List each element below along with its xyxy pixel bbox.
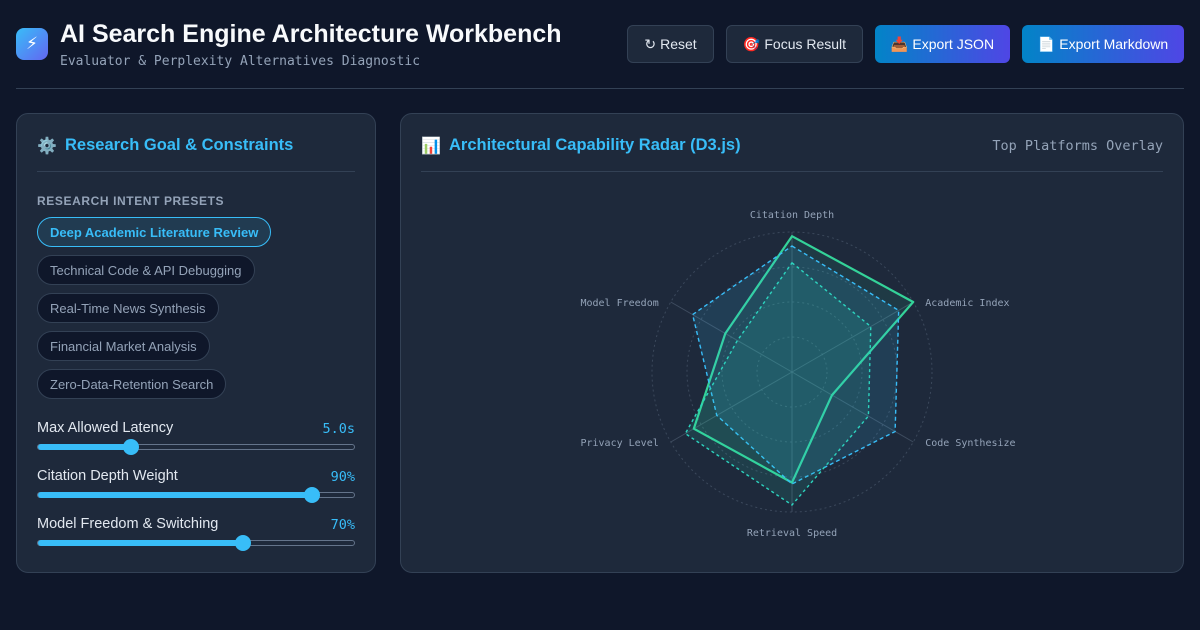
target-icon: 🎯 bbox=[742, 35, 761, 52]
radar-axis-label: Privacy Level bbox=[580, 438, 658, 449]
radar-axis-line bbox=[791, 301, 914, 373]
latency-slider-label: Max Allowed Latency bbox=[37, 420, 174, 436]
header-divider bbox=[16, 88, 1184, 89]
model-freedom-slider-value: 70% bbox=[330, 517, 355, 533]
radar-axis-label: Code Synthesize bbox=[925, 438, 1015, 449]
research-goal-panel: ⚙️ Research Goal & Constraints RESEARCH … bbox=[16, 113, 376, 573]
bar-chart-icon: 📊 bbox=[421, 138, 441, 155]
capability-radar-chart: Citation Depth Academic Index Code Synthes… bbox=[580, 210, 1015, 539]
app-title: AI Search Engine Architecture Workbench bbox=[60, 20, 562, 48]
preset-deep-academic[interactable]: Deep Academic Literature Review bbox=[37, 217, 272, 247]
radar-grid-ring-3 bbox=[686, 266, 898, 478]
latency-slider[interactable] bbox=[37, 439, 355, 455]
preset-label: Real-Time News Synthesis bbox=[50, 300, 206, 316]
app-header: ⚡ AI Search Engine Architecture Workbenc… bbox=[16, 16, 1184, 88]
panel-header: 📊 Architectural Capability Radar (D3.js)… bbox=[421, 114, 1163, 172]
download-icon: 📥 bbox=[890, 35, 909, 52]
latency-slider-value: 5.0s bbox=[322, 421, 355, 437]
reset-icon: ↻ bbox=[644, 35, 657, 52]
preset-label: Zero-Data-Retention Search bbox=[50, 376, 214, 392]
citation-weight-slider[interactable] bbox=[37, 487, 355, 503]
model-freedom-slider-label: Model Freedom & Switching bbox=[37, 516, 219, 532]
radar-axis-label: Citation Depth bbox=[750, 210, 834, 221]
radar-axis-label: Academic Index bbox=[925, 298, 1009, 309]
slider-thumb[interactable] bbox=[304, 487, 321, 503]
radar-series-1-polygon bbox=[692, 235, 915, 484]
radar-grid-ring-4 bbox=[651, 231, 933, 513]
radar-series-3-polygon bbox=[684, 262, 872, 506]
radar-axis-line bbox=[670, 301, 793, 373]
preset-financial-market[interactable]: Financial Market Analysis bbox=[37, 331, 210, 361]
radar-axis-line bbox=[791, 371, 914, 443]
export-json-button-label: Export JSON bbox=[912, 36, 995, 52]
radar-axis-line bbox=[670, 371, 793, 443]
slider-fill bbox=[38, 444, 132, 450]
preset-technical-code[interactable]: Technical Code & API Debugging bbox=[37, 255, 255, 285]
preset-label: Financial Market Analysis bbox=[50, 338, 197, 354]
radar-series-2-polygon bbox=[691, 245, 900, 485]
slider-thumb[interactable] bbox=[123, 439, 140, 455]
preset-label: Technical Code & API Debugging bbox=[50, 262, 242, 278]
citation-weight-slider-value: 90% bbox=[330, 469, 355, 485]
slider-fill bbox=[38, 540, 244, 546]
gear-icon: ⚙️ bbox=[37, 138, 57, 155]
radar-grid-ring-2 bbox=[721, 301, 863, 443]
radar-axis-label: Model Freedom bbox=[580, 298, 658, 309]
lightning-icon: ⚡ bbox=[16, 28, 48, 60]
focus-result-button-label: Focus Result bbox=[764, 36, 847, 52]
radar-axis-label: Retrieval Speed bbox=[747, 528, 837, 539]
slider-fill bbox=[38, 492, 313, 498]
model-freedom-slider[interactable] bbox=[37, 535, 355, 551]
panel-title: Research Goal & Constraints bbox=[65, 136, 294, 154]
panel-title: Architectural Capability Radar (D3.js) bbox=[449, 136, 741, 154]
citation-weight-slider-label: Citation Depth Weight bbox=[37, 468, 178, 484]
overlay-note: Top Platforms Overlay bbox=[992, 138, 1163, 154]
presets-section-label: RESEARCH INTENT PRESETS bbox=[37, 194, 225, 208]
focus-result-button[interactable]: 🎯 Focus Result bbox=[726, 25, 863, 63]
app-subtitle: Evaluator & Perplexity Alternatives Diag… bbox=[60, 54, 421, 69]
capability-radar-panel: 📊 Architectural Capability Radar (D3.js)… bbox=[400, 113, 1184, 573]
export-markdown-button-label: Export Markdown bbox=[1059, 36, 1169, 52]
export-markdown-button[interactable]: 📄 Export Markdown bbox=[1022, 25, 1184, 63]
preset-label: Deep Academic Literature Review bbox=[50, 224, 259, 240]
document-icon: 📄 bbox=[1037, 35, 1056, 52]
slider-thumb[interactable] bbox=[235, 535, 252, 551]
export-json-button[interactable]: 📥 Export JSON bbox=[875, 25, 1010, 63]
reset-button[interactable]: ↻ Reset bbox=[627, 25, 714, 63]
panel-header: ⚙️ Research Goal & Constraints bbox=[37, 114, 355, 172]
reset-button-label: Reset bbox=[660, 36, 697, 52]
preset-real-time-news[interactable]: Real-Time News Synthesis bbox=[37, 293, 219, 323]
preset-zero-data-retention[interactable]: Zero-Data-Retention Search bbox=[37, 369, 227, 399]
radar-grid-ring-1 bbox=[756, 336, 828, 408]
